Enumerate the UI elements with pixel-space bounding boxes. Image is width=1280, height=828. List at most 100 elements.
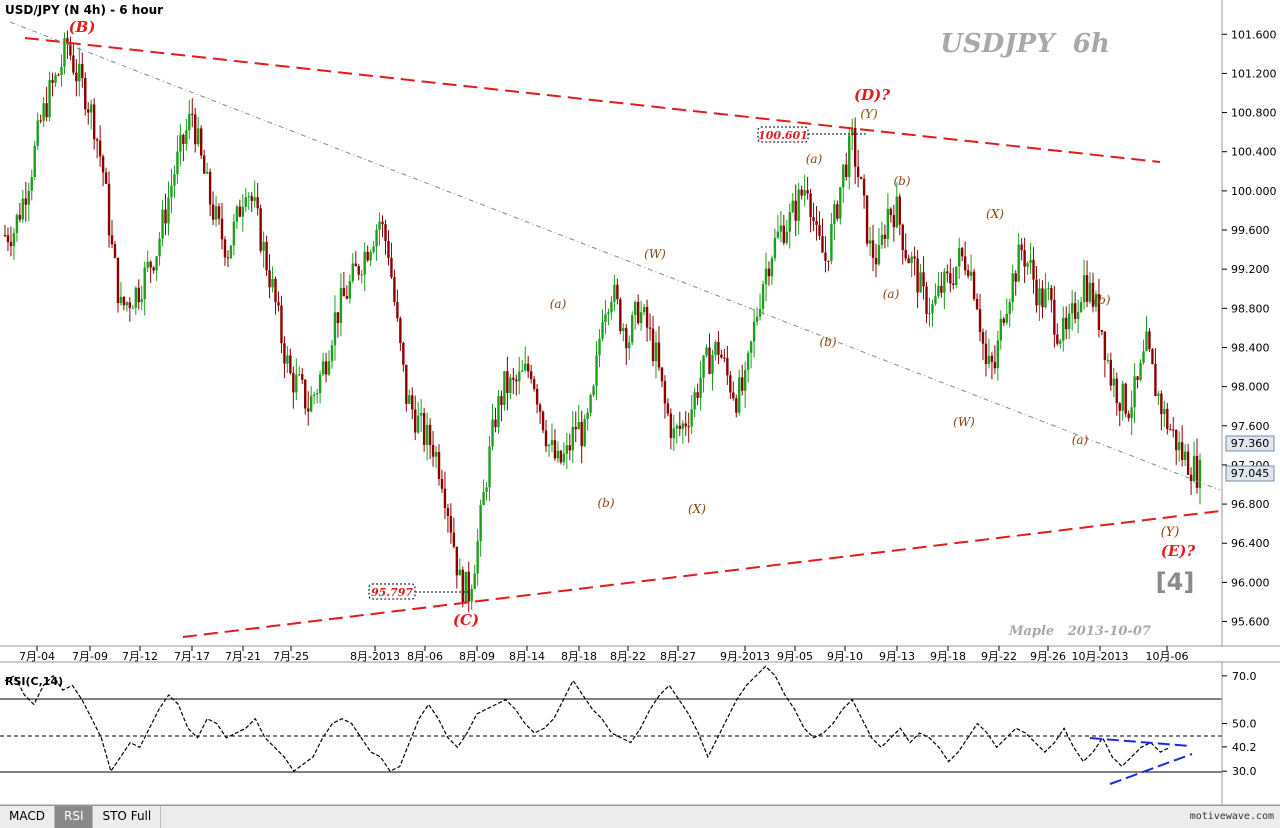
candle: [307, 391, 310, 426]
wave-annotation: (b): [1093, 293, 1110, 307]
candle: [541, 410, 545, 434]
date-tick-label: 9月-13: [879, 650, 915, 663]
candle: [892, 204, 896, 242]
rsi-tick-label: 70.0: [1232, 670, 1257, 683]
candle: [845, 152, 848, 181]
rsi-tick-label: 30.0: [1232, 765, 1257, 778]
candle: [354, 251, 357, 267]
wave-annotation: (B): [69, 18, 96, 36]
candle: [705, 344, 708, 358]
candle: [479, 499, 482, 557]
candle: [384, 219, 387, 255]
candle: [1154, 347, 1157, 397]
price-tick-label: 101.200: [1231, 67, 1277, 80]
candle: [966, 264, 970, 279]
candle: [6, 227, 10, 251]
candle: [321, 352, 325, 377]
candle: [803, 174, 806, 207]
candle: [969, 254, 973, 281]
candle: [1094, 290, 1098, 312]
candle: [1079, 296, 1083, 314]
candle: [134, 286, 137, 315]
candle: [226, 250, 230, 268]
candle: [143, 261, 146, 316]
candle: [1020, 238, 1023, 261]
candle: [265, 235, 268, 276]
price-tick-label: 101.600: [1231, 28, 1277, 41]
candle: [98, 125, 102, 167]
price-tick-label: 95.600: [1231, 616, 1270, 629]
date-tick-label: 8月-22: [610, 650, 646, 663]
wave-annotation: (X): [688, 502, 706, 516]
candle: [431, 431, 435, 467]
candle: [880, 221, 884, 249]
candle: [723, 348, 726, 363]
candle: [1091, 272, 1095, 313]
candle: [1195, 438, 1199, 494]
candle: [199, 125, 203, 159]
candle: [955, 266, 958, 288]
candle: [877, 228, 881, 266]
candle: [1163, 401, 1166, 427]
candle: [1056, 323, 1059, 346]
date-tick-label: 8月-14: [509, 650, 545, 663]
candle: [922, 256, 925, 300]
candle: [830, 212, 833, 265]
candle: [943, 268, 946, 310]
candle: [735, 394, 738, 418]
candle: [90, 99, 93, 130]
date-tick-label: 7月-09: [72, 650, 108, 663]
candle: [185, 118, 188, 151]
candle: [958, 237, 961, 279]
candle: [223, 236, 227, 266]
price-tick-label: 100.400: [1231, 146, 1277, 159]
candle: [687, 412, 690, 443]
candle: [1142, 339, 1145, 365]
svg-text:95.797: 95.797: [371, 586, 413, 599]
candle: [125, 301, 129, 312]
candle: [1023, 237, 1026, 284]
candle: [81, 52, 84, 88]
candle: [702, 354, 705, 393]
date-tick-label: 9月-22: [981, 650, 1017, 663]
candle: [78, 47, 81, 97]
candle: [458, 558, 462, 576]
candle: [824, 236, 827, 273]
candle: [194, 107, 197, 153]
candle: [345, 285, 349, 300]
candle: [946, 264, 949, 283]
tab-rsi[interactable]: RSI: [54, 806, 94, 828]
candle: [940, 271, 943, 298]
candle: [827, 260, 830, 272]
candle: [616, 278, 619, 305]
candle: [928, 297, 931, 327]
candle: [693, 387, 696, 418]
wave-annotation: (Y): [1161, 525, 1180, 540]
candle: [292, 366, 295, 409]
candle: [675, 423, 679, 444]
candle: [18, 202, 22, 223]
date-axis: 7月-04 7月-09 7月-12 7月-17 7月-21 7月-25 8月-2013 8月-…: [19, 646, 1188, 663]
candle: [764, 252, 768, 302]
candle: [524, 346, 527, 373]
price-tick-label: 96.800: [1231, 498, 1270, 511]
candle: [544, 419, 548, 452]
candle: [871, 224, 875, 272]
candle: [164, 193, 167, 236]
candle: [568, 433, 572, 461]
candle: [176, 135, 179, 184]
candle: [110, 220, 114, 249]
candle: [1082, 259, 1086, 310]
candle: [1136, 375, 1139, 389]
candle: [482, 479, 485, 506]
tab-sto-full[interactable]: STO Full: [93, 806, 162, 828]
candle: [128, 296, 132, 322]
candle: [69, 36, 72, 61]
candle: [925, 282, 928, 324]
candle: [119, 282, 123, 306]
candle: [532, 376, 536, 392]
candle: [87, 102, 90, 125]
candle: [312, 391, 316, 405]
tab-macd[interactable]: MACD: [0, 806, 55, 828]
candle: [952, 267, 955, 290]
